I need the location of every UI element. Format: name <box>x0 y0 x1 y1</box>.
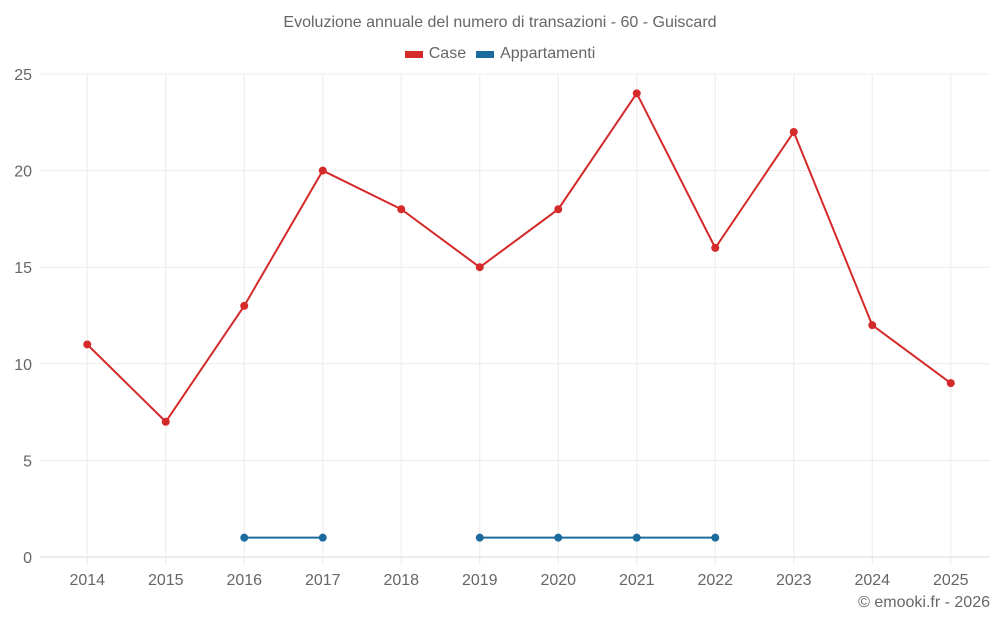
credit-text: © emooki.fr - 2026 <box>858 594 990 611</box>
data-point[interactable] <box>475 263 484 272</box>
chart-title: Evoluzione annuale del numero di transaz… <box>283 14 717 31</box>
x-tick-label: 2018 <box>383 572 419 589</box>
data-point[interactable] <box>240 301 249 310</box>
data-point[interactable] <box>868 321 877 330</box>
data-point[interactable] <box>397 205 406 214</box>
legend-swatch-case <box>404 50 423 58</box>
data-point[interactable] <box>83 340 92 349</box>
data-point[interactable] <box>946 379 955 388</box>
x-tick-label: 2024 <box>854 572 890 589</box>
chart-legend: Case Appartamenti <box>0 45 1000 63</box>
data-point[interactable] <box>632 533 641 542</box>
y-tick-label: 20 <box>14 164 32 181</box>
legend-label-appartamenti: Appartamenti <box>500 45 596 62</box>
y-tick-label: 25 <box>14 67 32 84</box>
data-point[interactable] <box>475 533 484 542</box>
x-tick-label: 2021 <box>619 572 655 589</box>
data-point[interactable] <box>554 533 563 542</box>
y-tick-label: 15 <box>14 260 32 277</box>
legend-item-appartamenti[interactable]: Appartamenti <box>476 45 595 63</box>
y-tick-label: 5 <box>23 453 32 470</box>
x-tick-label: 2019 <box>462 572 498 589</box>
data-point[interactable] <box>632 89 641 98</box>
x-tick-label: 2016 <box>226 572 262 589</box>
legend-swatch-appartamenti <box>476 50 495 58</box>
y-tick-label: 10 <box>14 357 32 374</box>
data-point[interactable] <box>711 243 720 252</box>
legend-label-case: Case <box>428 45 467 62</box>
x-tick-label: 2023 <box>776 572 812 589</box>
legend-item-case[interactable]: Case <box>404 45 467 63</box>
data-point[interactable] <box>318 533 327 542</box>
x-tick-label: 2025 <box>933 572 969 589</box>
data-point[interactable] <box>318 166 327 175</box>
data-point[interactable] <box>240 533 249 542</box>
x-tick-label: 2020 <box>540 572 576 589</box>
x-tick-label: 2017 <box>305 572 341 589</box>
x-tick-label: 2014 <box>69 572 105 589</box>
data-point[interactable] <box>554 205 563 214</box>
data-point[interactable] <box>161 417 170 426</box>
x-tick-label: 2022 <box>697 572 733 589</box>
data-point[interactable] <box>711 533 720 542</box>
data-point[interactable] <box>789 127 798 136</box>
series-line-case <box>86 91 952 424</box>
x-tick-label: 2015 <box>148 572 184 589</box>
y-tick-label: 0 <box>23 550 32 567</box>
